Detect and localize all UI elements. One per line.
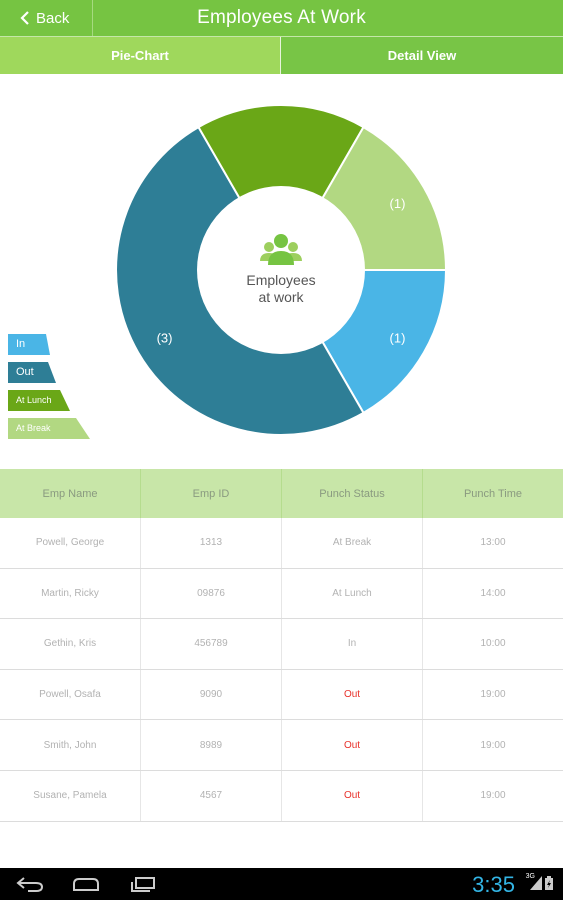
back-button-label: Back — [36, 9, 70, 27]
employees-icon — [260, 234, 302, 265]
cell-punch-time: 19:00 — [480, 689, 506, 701]
slice-label-out: (3) — [157, 330, 173, 345]
cell-emp-id: 4567 — [141, 770, 282, 821]
cell-punch-status: Out — [282, 720, 423, 770]
chart-area: Employees at work (1) (3) (1) (1) In Out At… — [0, 75, 563, 465]
cell-punch-status: At Break — [282, 518, 423, 568]
slice-label-in: (1) — [390, 330, 406, 345]
cell-punch-status: At Lunch — [282, 568, 423, 619]
nav-home-icon[interactable] — [66, 868, 106, 900]
cell-emp-name: Gethin, Kris — [0, 619, 141, 669]
cell-punch-time: 19:00 — [480, 739, 506, 751]
table-body: Powell, George 1313 At Break 13:00 Marti… — [0, 518, 563, 822]
table-row[interactable]: Gethin, Kris 456789 In 10:00 — [0, 619, 563, 670]
employee-table: Emp Name Emp ID Punch Status Punch Time … — [0, 469, 563, 822]
center-label-line2: at work — [258, 289, 304, 305]
cell-punch-time: 19:00 — [480, 790, 506, 802]
status-clock: 3:35 — [472, 872, 515, 897]
table-row[interactable]: Powell, Osafa 9090 Out 19:00 — [0, 669, 563, 721]
cell-emp-id: 09876 — [141, 568, 282, 619]
cell-emp-id: 1313 — [141, 518, 282, 568]
column-header-emp-id[interactable]: Emp ID — [141, 469, 282, 518]
table-row[interactable]: Susane, Pamela 4567 Out 19:00 — [0, 770, 563, 822]
app-header: Back Employees At Work — [0, 0, 563, 36]
nav-recent-apps-icon[interactable] — [122, 868, 162, 900]
cell-punch-status: Out — [282, 770, 423, 821]
signal-icon — [530, 876, 542, 890]
center-label-line1: Employees — [246, 272, 315, 288]
table-row[interactable]: Smith, John 8989 Out 19:00 — [0, 720, 563, 771]
column-header-punch-status[interactable]: Punch Status — [282, 469, 423, 518]
chevron-left-icon — [20, 11, 29, 25]
legend-label: In — [16, 338, 26, 350]
view-tabs: Pie-Chart Detail View — [0, 36, 563, 74]
column-header-emp-name[interactable]: Emp Name — [0, 469, 141, 518]
cell-emp-name: Martin, Ricky — [0, 568, 141, 619]
cell-emp-name: Powell, Osafa — [0, 669, 141, 720]
column-header-punch-time[interactable]: Punch Time — [463, 487, 523, 500]
cell-emp-name: Smith, John — [0, 720, 141, 770]
back-button[interactable]: Back — [0, 0, 93, 36]
cell-emp-name: Susane, Pamela — [0, 770, 141, 821]
status-icons — [530, 876, 553, 890]
legend-item-in: In — [8, 334, 98, 355]
cell-emp-id: 456789 — [141, 619, 282, 669]
cell-punch-status: In — [282, 619, 423, 669]
cell-emp-id: 9090 — [141, 669, 282, 720]
cell-punch-status: Out — [282, 669, 423, 720]
page-title: Employees At Work — [197, 7, 366, 28]
cell-emp-id: 8989 — [141, 720, 282, 770]
cell-emp-name: Powell, George — [0, 518, 141, 568]
cell-punch-time: 10:00 — [480, 638, 506, 650]
cell-punch-time: 14:00 — [480, 587, 506, 599]
chart-legend: In Out At Lunch At Break — [8, 334, 98, 446]
android-nav-bar: 3:35 3G — [0, 868, 563, 900]
table-row[interactable]: Martin, Ricky 09876 At Lunch 14:00 — [0, 568, 563, 620]
slice-label-at-lunch: (1) — [273, 89, 289, 104]
legend-item-at-lunch: At Lunch — [8, 390, 98, 411]
legend-label: At Break — [16, 423, 51, 433]
donut-chart: Employees at work (1) (3) (1) (1) — [115, 89, 448, 436]
cell-punch-time: 13:00 — [480, 537, 506, 549]
donut-hole — [197, 186, 365, 354]
legend-item-at-break: At Break — [8, 418, 98, 439]
table-header: Emp Name Emp ID Punch Status Punch Time — [0, 469, 563, 518]
legend-label: At Lunch — [16, 395, 52, 405]
tab-pie-chart[interactable]: Pie-Chart — [0, 37, 281, 74]
table-row[interactable]: Powell, George 1313 At Break 13:00 — [0, 518, 563, 569]
network-type-label: 3G — [525, 873, 535, 880]
slice-label-at-break: (1) — [390, 196, 406, 211]
legend-item-out: Out — [8, 362, 98, 383]
legend-label: Out — [16, 366, 34, 378]
nav-back-icon[interactable] — [10, 868, 50, 900]
tab-detail-view[interactable]: Detail View — [281, 37, 563, 74]
battery-icon — [545, 876, 553, 890]
